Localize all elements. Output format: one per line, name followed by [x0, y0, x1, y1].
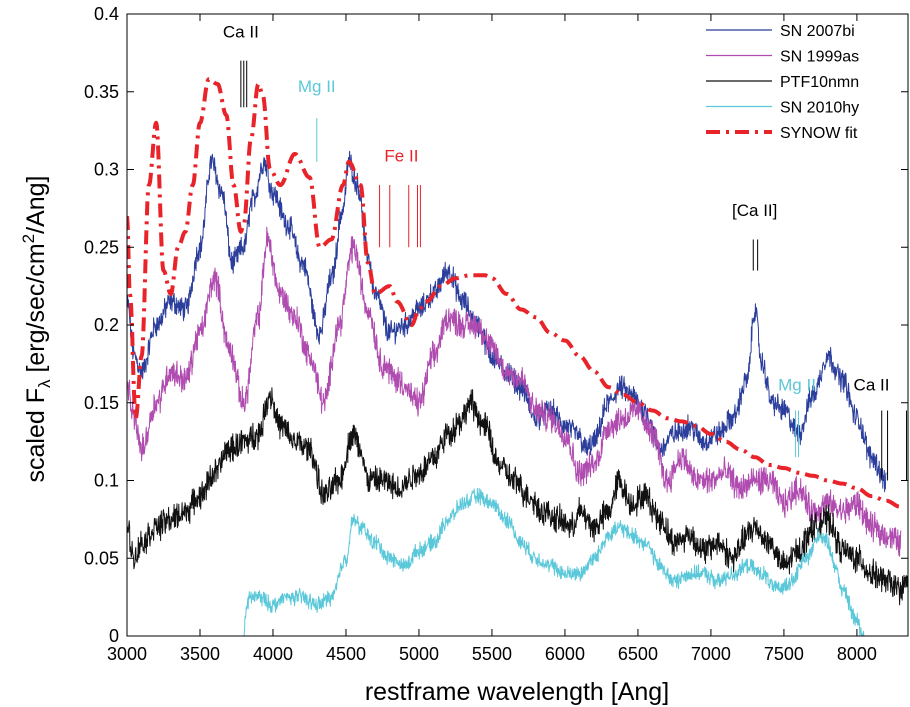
y-tick-label: 0.15 [84, 393, 119, 413]
series-line-synow-fit [127, 77, 903, 509]
annotation-label: Ca II [223, 22, 259, 41]
y-axis-title: scaled Fλ [erg/sec/cm2/Ang] [19, 176, 54, 483]
legend-label: PTF10nmn [780, 74, 859, 91]
legend-label: SN 2010hy [780, 100, 859, 117]
x-tick-label: 4500 [326, 644, 366, 664]
legend: SN 2007bi SN 1999as PTF10nmn SN 2010hy SYNOW… [706, 23, 859, 142]
x-tick-label: 4000 [253, 644, 293, 664]
x-tick-label: 6500 [618, 644, 658, 664]
x-tick-label: 5500 [472, 644, 512, 664]
annotation-label: Ca II [854, 375, 890, 394]
y-tick-label: 0 [109, 626, 119, 646]
ticks-layer: 3000 3500 4000 4500 5000 5500 6000 6500 7000 7500… [84, 4, 908, 664]
x-tick-label: 7500 [764, 644, 804, 664]
legend-label: SN 2007bi [780, 23, 855, 40]
annotation-label: Fe II [384, 147, 418, 166]
annotation-label: Mg II [778, 375, 816, 394]
y-axis-title-prefix: scaled F [22, 388, 50, 482]
y-tick-label: 0.4 [94, 4, 119, 24]
annotation-layer: Ca II Mg II Fe II [Ca II] Mg II Ca II [223, 22, 908, 481]
y-tick-label: 0.2 [94, 315, 119, 335]
series-layer [127, 77, 908, 636]
series-line-ptf10nmn [127, 387, 908, 606]
legend-label: SN 1999as [780, 49, 859, 66]
x-tick-label: 8000 [837, 644, 877, 664]
series-line-sn-2010hy [243, 487, 865, 636]
y-axis-title-mid: [erg/sec/cm [22, 243, 50, 379]
x-tick-label: 6000 [545, 644, 585, 664]
y-axis-title-suffix: /Ang] [22, 176, 50, 234]
x-tick-label: 3500 [180, 644, 220, 664]
series-line-sn-1999as [127, 226, 902, 557]
y-axis-title-sup: 2 [19, 234, 38, 243]
y-tick-label: 0.1 [94, 471, 119, 491]
annotation-label: Mg II [298, 77, 336, 96]
y-tick-label: 0.05 [84, 548, 119, 568]
annotation-label: [Ca II] [732, 201, 777, 220]
y-axis-title-sub: λ [35, 379, 54, 388]
x-tick-label: 5000 [399, 644, 439, 664]
y-tick-label: 0.3 [94, 160, 119, 180]
x-tick-label: 7000 [691, 644, 731, 664]
y-tick-label: 0.35 [84, 82, 119, 102]
legend-label: SYNOW fit [780, 125, 858, 142]
y-tick-label: 0.25 [84, 237, 119, 257]
x-axis-title: restframe wavelength [Ang] [365, 678, 669, 706]
x-tick-label: 3000 [107, 644, 147, 664]
